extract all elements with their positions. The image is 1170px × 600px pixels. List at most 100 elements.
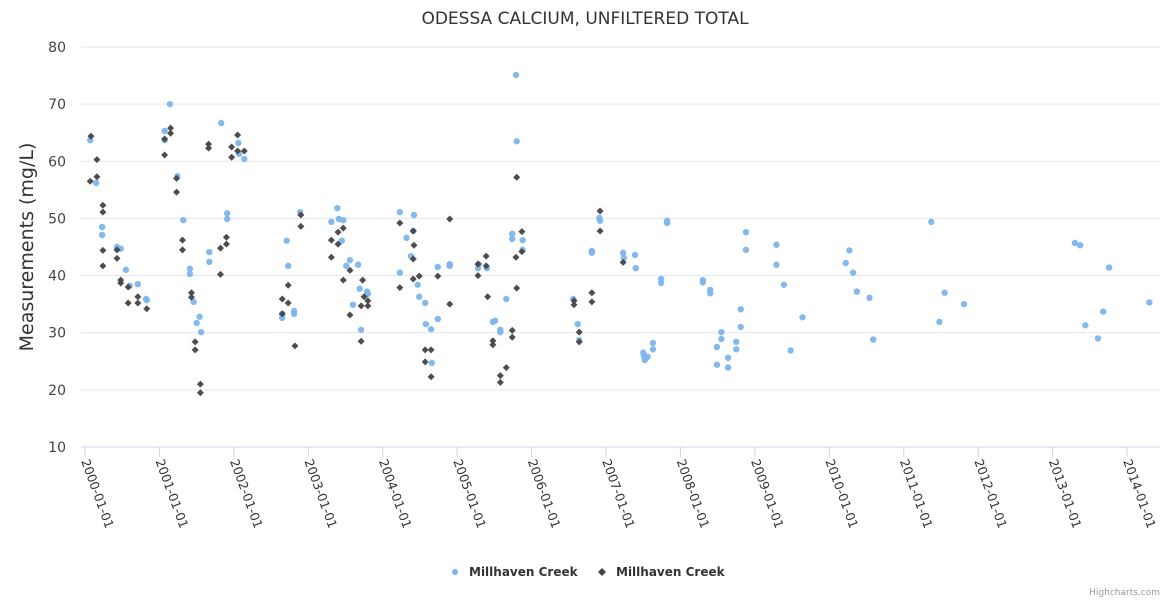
data-point-circle[interactable]: [190, 298, 197, 306]
data-point-diamond[interactable]: [187, 293, 195, 301]
data-point-circle[interactable]: [396, 208, 404, 216]
data-point-diamond[interactable]: [327, 253, 335, 261]
data-point-diamond[interactable]: [502, 364, 510, 372]
data-point-circle[interactable]: [193, 319, 200, 327]
data-point-diamond[interactable]: [87, 132, 95, 140]
data-point-circle[interactable]: [328, 218, 335, 226]
data-point-diamond[interactable]: [446, 215, 454, 223]
data-point-circle[interactable]: [197, 328, 205, 336]
data-point-circle[interactable]: [134, 280, 142, 288]
data-point-circle[interactable]: [842, 259, 849, 267]
data-point-circle[interactable]: [780, 281, 788, 288]
data-point-diamond[interactable]: [346, 311, 354, 319]
data-point-diamond[interactable]: [434, 272, 442, 280]
data-point-circle[interactable]: [742, 228, 750, 236]
data-point-circle[interactable]: [799, 314, 806, 321]
data-point-circle[interactable]: [1094, 335, 1102, 342]
data-point-circle[interactable]: [866, 294, 873, 302]
data-point-diamond[interactable]: [575, 328, 583, 336]
data-point-diamond[interactable]: [518, 228, 526, 236]
data-point-circle[interactable]: [218, 119, 225, 127]
data-point-circle[interactable]: [98, 223, 106, 231]
data-point-circle[interactable]: [223, 215, 231, 223]
data-point-diamond[interactable]: [570, 301, 578, 309]
data-point-diamond[interactable]: [216, 270, 224, 278]
data-point-circle[interactable]: [509, 235, 516, 243]
data-point-diamond[interactable]: [228, 143, 236, 151]
data-point-diamond[interactable]: [570, 297, 578, 305]
data-point-circle[interactable]: [870, 336, 877, 343]
data-point-diamond[interactable]: [205, 140, 213, 148]
credits-link[interactable]: Highcharts.com: [1089, 588, 1160, 598]
data-point-circle[interactable]: [1076, 242, 1084, 249]
data-point-diamond[interactable]: [134, 299, 142, 307]
data-point-circle[interactable]: [619, 249, 627, 256]
data-point-diamond[interactable]: [240, 147, 248, 155]
data-point-diamond[interactable]: [86, 177, 94, 185]
data-point-diamond[interactable]: [99, 201, 107, 209]
data-point-diamond[interactable]: [234, 131, 242, 139]
data-point-diamond[interactable]: [222, 233, 230, 241]
data-point-circle[interactable]: [724, 364, 732, 371]
data-point-circle[interactable]: [279, 314, 286, 322]
data-point-circle[interactable]: [503, 295, 510, 303]
data-point-diamond[interactable]: [482, 262, 490, 270]
data-point-circle[interactable]: [223, 210, 231, 217]
data-point-diamond[interactable]: [334, 240, 342, 248]
data-point-diamond[interactable]: [187, 289, 195, 297]
data-point-diamond[interactable]: [427, 373, 435, 381]
data-point-diamond[interactable]: [124, 283, 132, 291]
data-point-diamond[interactable]: [508, 333, 516, 341]
data-point-diamond[interactable]: [161, 135, 169, 143]
data-point-diamond[interactable]: [364, 302, 372, 310]
data-point-circle[interactable]: [632, 264, 639, 272]
data-point-diamond[interactable]: [482, 252, 490, 260]
data-point-diamond[interactable]: [427, 346, 435, 354]
data-point-circle[interactable]: [649, 346, 657, 353]
data-point-diamond[interactable]: [346, 266, 354, 274]
data-point-diamond[interactable]: [484, 293, 492, 301]
data-point-circle[interactable]: [428, 359, 436, 367]
data-point-diamond[interactable]: [421, 358, 429, 366]
data-point-circle[interactable]: [334, 204, 341, 212]
data-point-diamond[interactable]: [124, 299, 132, 307]
data-point-circle[interactable]: [491, 317, 499, 324]
data-point-diamond[interactable]: [291, 342, 299, 350]
data-point-diamond[interactable]: [93, 156, 101, 164]
data-point-diamond[interactable]: [196, 389, 204, 397]
data-point-circle[interactable]: [733, 338, 740, 346]
data-point-diamond[interactable]: [474, 272, 482, 280]
data-point-diamond[interactable]: [143, 305, 151, 313]
data-point-circle[interactable]: [143, 296, 150, 304]
data-point-diamond[interactable]: [297, 211, 305, 219]
data-point-circle[interactable]: [928, 218, 935, 226]
data-point-circle[interactable]: [343, 262, 350, 270]
data-point-circle[interactable]: [649, 339, 657, 347]
data-point-diamond[interactable]: [489, 341, 497, 349]
data-point-diamond[interactable]: [512, 253, 520, 261]
data-point-circle[interactable]: [960, 300, 968, 308]
data-point-diamond[interactable]: [191, 346, 199, 354]
data-point-circle[interactable]: [415, 293, 423, 300]
data-point-circle[interactable]: [283, 237, 290, 244]
data-point-circle[interactable]: [1100, 308, 1107, 315]
data-point-circle[interactable]: [713, 361, 721, 368]
data-point-circle[interactable]: [853, 288, 861, 295]
data-point-circle[interactable]: [122, 266, 130, 274]
data-point-circle[interactable]: [166, 100, 174, 108]
data-point-diamond[interactable]: [588, 289, 596, 297]
data-point-circle[interactable]: [588, 249, 596, 256]
data-point-diamond[interactable]: [364, 297, 372, 305]
data-point-diamond[interactable]: [191, 338, 199, 346]
data-point-diamond[interactable]: [167, 124, 175, 132]
data-point-circle[interactable]: [574, 320, 581, 328]
data-point-circle[interactable]: [718, 335, 725, 343]
data-point-circle[interactable]: [846, 247, 853, 254]
data-point-diamond[interactable]: [359, 276, 367, 284]
data-point-diamond[interactable]: [496, 372, 504, 380]
data-point-diamond[interactable]: [508, 326, 516, 334]
data-point-diamond[interactable]: [327, 236, 335, 244]
data-point-diamond[interactable]: [357, 302, 365, 310]
data-point-diamond[interactable]: [179, 236, 187, 244]
data-point-diamond[interactable]: [421, 346, 429, 354]
